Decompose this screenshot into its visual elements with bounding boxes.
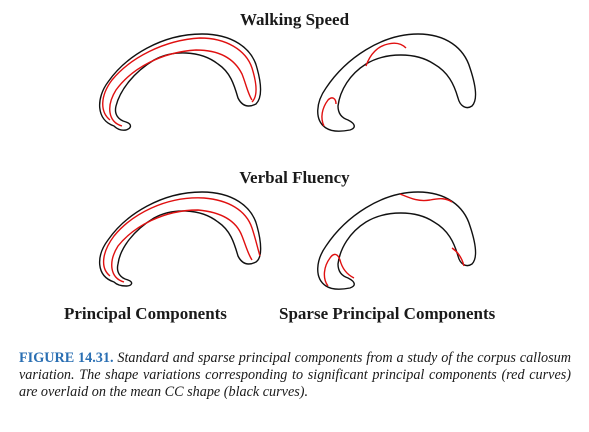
- spc-verbal-fluency-panel: [317, 191, 477, 291]
- pc-variation-inner: [111, 209, 253, 283]
- figure-label: FIGURE 14.31.: [19, 350, 114, 366]
- figure-caption: FIGURE 14.31. Standard and sparse princi…: [19, 350, 571, 401]
- row-title-walking-speed: Walking Speed: [239, 10, 350, 29]
- column-label-principal-components: Principal Components: [64, 304, 227, 323]
- row-title-verbal-fluency: Verbal Fluency: [239, 168, 350, 187]
- mean-cc-outline: [317, 191, 477, 291]
- pc-variation-outer: [103, 197, 261, 277]
- mean-cc-outline: [99, 33, 262, 131]
- spc-variation-front: [323, 253, 355, 287]
- spc-walking-speed-panel: [317, 33, 477, 133]
- mean-cc-outline: [99, 191, 262, 287]
- spc-variation-top: [365, 42, 407, 67]
- pc-variation-outer: [102, 37, 257, 121]
- spc-variation-top: [399, 193, 453, 203]
- pc-walking-speed-panel: [99, 33, 262, 131]
- column-label-sparse-principal-components: Sparse Principal Components: [279, 304, 496, 323]
- spc-variation-front: [321, 97, 337, 127]
- mean-cc-outline: [317, 33, 477, 133]
- pc-verbal-fluency-panel: [99, 191, 262, 287]
- spc-variation-right: [451, 247, 465, 267]
- pc-variation-inner: [109, 49, 253, 127]
- caption-text: Standard and sparse principal components…: [19, 350, 572, 400]
